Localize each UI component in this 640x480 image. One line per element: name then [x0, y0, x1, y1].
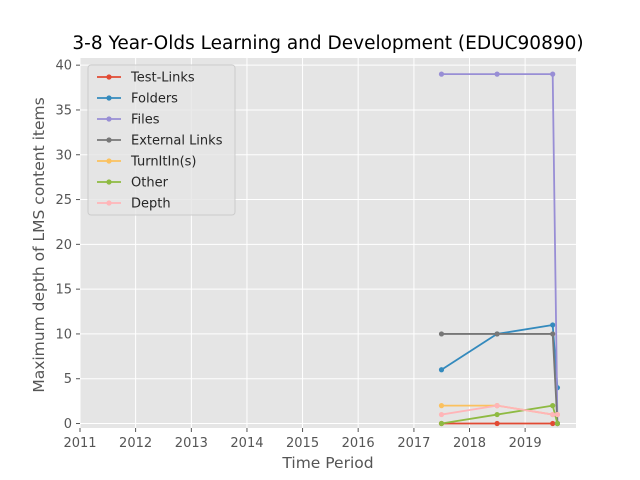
legend-box: [87, 64, 236, 216]
y-tick-label: 30: [55, 148, 72, 163]
x-tick-label: 2017: [397, 436, 430, 451]
data-point-external-links: [438, 331, 445, 337]
y-tick-label: 15: [55, 283, 72, 298]
legend-marker: [106, 179, 112, 185]
data-point-external-links: [494, 331, 500, 337]
legend-marker: [106, 74, 112, 80]
x-tick-label: 2015: [286, 436, 319, 451]
data-point-test-links: [550, 420, 556, 427]
legend-marker: [106, 95, 112, 101]
data-point-other: [438, 420, 445, 427]
y-axis-label: Maximum depth of LMS content items: [30, 97, 48, 392]
data-point-other: [494, 411, 500, 418]
legend-label: Files: [131, 113, 160, 128]
series-depth: [438, 403, 561, 418]
data-point-turnitin-s: [438, 403, 445, 409]
legend-marker: [106, 137, 112, 143]
x-tick-label: 2019: [509, 436, 542, 451]
data-point-test-links: [494, 420, 500, 427]
data-point-depth: [550, 411, 556, 418]
legend-label: Folders: [131, 92, 178, 107]
data-point-other: [554, 420, 561, 427]
y-tick-label: 35: [55, 103, 72, 118]
x-axis-ticks: 2011 2012 2013 2014 2015 2016 2017 2018 2019: [63, 428, 542, 451]
legend-marker: [106, 116, 112, 122]
legend-label: TurnItIn(s): [130, 155, 196, 170]
data-point-files: [494, 71, 500, 77]
y-tick-label: 20: [55, 238, 72, 253]
legend-label: Other: [131, 176, 169, 191]
data-point-folders: [438, 367, 445, 373]
data-point-folders: [550, 322, 556, 328]
data-point-depth: [494, 403, 500, 409]
legend-label: Depth: [131, 197, 171, 212]
legend-marker: [106, 200, 112, 206]
x-tick-label: 2013: [175, 436, 208, 451]
data-point-files: [550, 71, 556, 77]
data-point-external-links: [550, 331, 556, 337]
series-line-folders: [441, 324, 559, 388]
y-tick-label: 5: [64, 372, 72, 387]
x-axis-label: Time Period: [281, 454, 373, 472]
data-point-other: [550, 403, 556, 409]
legend-label: External Links: [131, 134, 223, 149]
legend-marker: [106, 158, 112, 164]
y-tick-label: 10: [55, 327, 72, 342]
chart-title: 3-8 Year-Olds Learning and Development (…: [72, 33, 583, 54]
y-tick-label: 40: [55, 59, 72, 74]
series-line-files: [441, 73, 559, 424]
data-point-files: [438, 71, 445, 77]
data-point-depth: [438, 411, 445, 418]
y-axis-ticks: 0 5 10 15 20 25 30 35 40: [55, 59, 80, 432]
series-line-external-links: [441, 333, 559, 424]
x-tick-label: 2012: [119, 436, 152, 451]
y-tick-label: 0: [64, 417, 72, 432]
gridlines: [79, 58, 576, 428]
series-lines: [438, 71, 561, 427]
x-tick-label: 2011: [63, 436, 96, 451]
legend-label: Test-Links: [130, 71, 195, 86]
x-tick-label: 2014: [230, 436, 263, 451]
data-point-depth: [554, 411, 561, 418]
legend: Test-Links Folders Files External Links Turn…: [87, 64, 236, 216]
y-tick-label: 25: [55, 193, 72, 208]
x-tick-label: 2018: [453, 436, 486, 451]
x-tick-label: 2016: [342, 436, 375, 451]
